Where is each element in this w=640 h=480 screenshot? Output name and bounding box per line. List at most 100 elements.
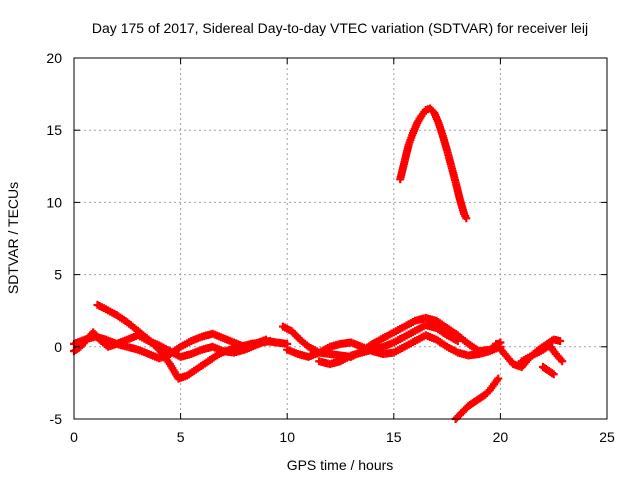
marker-trail [551, 336, 562, 345]
marker-trail [455, 349, 471, 359]
marker-trail [264, 337, 279, 347]
marker-trail [381, 329, 396, 341]
marker-trail [452, 180, 464, 202]
marker-trail [281, 323, 294, 334]
marker-trail [349, 349, 364, 359]
marker-trail [200, 330, 215, 341]
x-tick-label: 10 [279, 429, 295, 445]
plot-frame [73, 57, 608, 420]
marker-trail [391, 323, 407, 336]
marker-trail [461, 403, 471, 413]
tick-layer: 0 5 10 15 20 25 -5 0 5 10 15 20 [46, 50, 615, 445]
marker-trail [491, 376, 501, 387]
marker-trail [274, 338, 290, 348]
marker-trail [338, 338, 354, 348]
marker-trail [114, 340, 130, 351]
marker-trail [71, 343, 83, 355]
marker-trail [195, 358, 211, 372]
x-tick-label: 5 [177, 429, 185, 445]
marker-trail [210, 330, 226, 342]
marker-trail [114, 312, 130, 326]
marker-trail [423, 314, 439, 325]
marker-trail [427, 105, 437, 116]
x-tick-label: 0 [70, 429, 78, 445]
marker-trail [466, 350, 481, 360]
marker-trail [72, 336, 87, 348]
marker-trail [431, 110, 442, 125]
marker-trail [540, 363, 550, 373]
marker-trail [125, 343, 140, 354]
marker-trail [327, 340, 343, 351]
marker-trail [519, 352, 535, 365]
marker-trail [418, 107, 429, 118]
marker-trail [413, 314, 428, 325]
marker-trail [391, 343, 407, 356]
marker-trail [104, 336, 119, 348]
marker-trail [435, 121, 447, 138]
marker-trail [146, 350, 162, 362]
marker-trail [136, 346, 151, 358]
marker-trail [349, 339, 364, 350]
marker-trail [400, 142, 413, 164]
marker-trail [511, 360, 524, 371]
marker-trail [455, 332, 471, 347]
marker-trail [176, 372, 189, 382]
marker-trail [167, 362, 182, 381]
marker-trail [487, 382, 497, 393]
marker-trail [317, 357, 332, 368]
marker-trail [474, 394, 484, 404]
marker-trail [423, 321, 439, 332]
series-track-f [315, 321, 462, 369]
x-tick-label: 15 [386, 429, 402, 445]
marker-trail [453, 412, 463, 422]
marker-trail [413, 322, 428, 334]
x-tick-label: 25 [599, 429, 615, 445]
marker-trail [104, 306, 119, 318]
chart-title: Day 175 of 2017, Sidereal Day-to-day VTE… [92, 20, 588, 36]
y-tick-label: 20 [46, 50, 62, 66]
marker-trail [242, 340, 258, 351]
marker-trail [434, 336, 450, 350]
marker-trail [546, 343, 559, 357]
marker-trail [405, 131, 417, 147]
marker-trail [553, 351, 565, 364]
marker-trail [221, 335, 236, 346]
marker-trail [370, 343, 386, 354]
marker-trail [478, 391, 489, 401]
y-tick-label: 0 [54, 339, 62, 355]
marker-trail [285, 346, 300, 358]
marker-trail [477, 347, 492, 358]
marker-trail [232, 339, 247, 350]
marker-trail [167, 344, 183, 357]
marker-trail [210, 343, 226, 355]
marker-trail [125, 319, 141, 334]
marker-trail [125, 332, 140, 343]
marker-trail [482, 387, 493, 398]
marker-trail [443, 148, 455, 169]
marker-trail [445, 332, 460, 344]
marker-trail [402, 317, 417, 330]
marker-trail [184, 365, 200, 379]
marker-trail [414, 113, 425, 126]
marker-trail [157, 350, 172, 362]
series-track-c [70, 329, 270, 363]
marker-trail [413, 332, 428, 344]
y-tick-label: 5 [54, 267, 62, 283]
marker-trail [93, 333, 108, 344]
marker-trail [493, 341, 508, 357]
marker-trail [391, 333, 407, 346]
marker-trail [359, 346, 375, 356]
marker-trail [470, 397, 480, 407]
marker-trail [200, 343, 215, 354]
marker-trail [95, 302, 108, 313]
marker-trail [189, 346, 204, 358]
series-track-i [539, 363, 558, 379]
marker-trail [221, 347, 236, 357]
marker-trail [447, 164, 460, 184]
marker-trail [297, 337, 311, 350]
marker-trail [289, 328, 303, 342]
marker-trail [396, 160, 408, 182]
marker-trail [178, 338, 194, 350]
